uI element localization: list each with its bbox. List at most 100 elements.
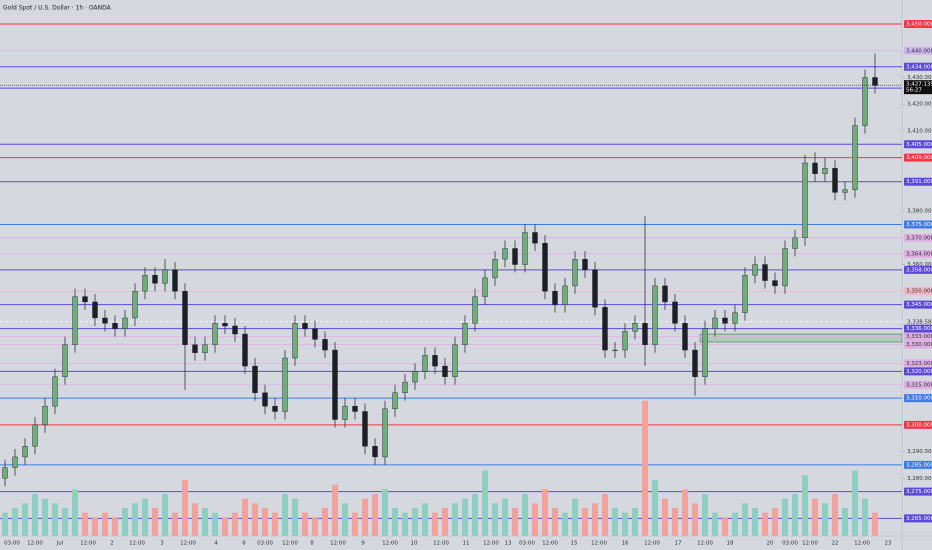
candle-body xyxy=(792,237,798,249)
volume-bar xyxy=(52,503,58,536)
candle-body xyxy=(852,125,858,190)
volume-bar xyxy=(132,503,138,536)
candle-body xyxy=(742,275,748,313)
candle-body xyxy=(822,168,828,174)
x-tick-label: 03:00 xyxy=(4,541,20,547)
x-tick-label: 20 xyxy=(767,541,774,547)
candle-body xyxy=(572,258,578,287)
x-tick-label: 03:00 xyxy=(257,541,273,547)
candle-body xyxy=(772,280,778,287)
volume-bar xyxy=(152,508,158,536)
candle-body xyxy=(192,344,198,353)
volume-bar xyxy=(272,512,278,536)
candle-body xyxy=(872,77,878,86)
candle-body xyxy=(802,162,808,239)
zone xyxy=(699,333,903,343)
candle-body xyxy=(122,317,128,329)
volume-bar xyxy=(102,512,108,536)
x-tick-label: 12:00 xyxy=(591,541,607,547)
level-label: 3,345.000 xyxy=(906,302,932,308)
x-tick-label: 3 xyxy=(160,541,164,547)
volume-bar xyxy=(732,512,738,536)
volume-bar xyxy=(592,503,598,536)
candle-body xyxy=(862,77,868,126)
volume-bar xyxy=(292,498,298,536)
volume-bar xyxy=(642,400,648,536)
x-tick-label: 12:00 xyxy=(854,541,870,547)
x-tick-label: 6 xyxy=(242,541,246,547)
volume-bar xyxy=(12,508,18,536)
volume-bar xyxy=(182,480,188,536)
candle-body xyxy=(452,344,458,377)
level-label: 3,265.000 xyxy=(906,516,932,522)
volume-bar xyxy=(462,498,468,536)
x-tick-label: 12:00 xyxy=(382,541,398,547)
volume-bar xyxy=(202,508,208,536)
volume-bar xyxy=(792,494,798,536)
level-label-bg xyxy=(904,394,932,403)
level-label-bg xyxy=(904,287,932,296)
candle-body xyxy=(332,349,338,420)
candle-body xyxy=(672,301,678,324)
candle-body xyxy=(402,381,408,393)
level-label: 3,400.000 xyxy=(906,155,932,161)
reference-label: 3,338.583 xyxy=(907,319,932,325)
level-label-bg xyxy=(904,420,932,429)
level-label: 3,330.000 xyxy=(906,342,932,348)
volume-bar xyxy=(262,508,268,536)
candle-body xyxy=(82,296,88,303)
level-label-bg xyxy=(904,140,932,149)
level-label-bg xyxy=(904,367,932,376)
level-label: 3,300.000 xyxy=(906,422,932,428)
volume-bar xyxy=(212,512,218,536)
volume-bar xyxy=(122,508,128,536)
volume-bar xyxy=(142,498,148,536)
volume-bar xyxy=(442,508,448,536)
level-label: 3,285.000 xyxy=(906,462,932,468)
candle-body xyxy=(662,285,668,303)
volume-bar xyxy=(2,512,8,536)
volume-bar xyxy=(552,508,558,536)
candle-body xyxy=(412,371,418,383)
volume-bar xyxy=(252,503,258,536)
volume-bar xyxy=(472,494,478,536)
volume-bar xyxy=(772,508,778,536)
candle-body xyxy=(22,446,28,458)
candle-body xyxy=(492,258,498,279)
candle-body xyxy=(692,349,698,377)
candle-body xyxy=(512,248,518,265)
level-label: 3,440.000 xyxy=(906,48,932,54)
countdown: 56:27 xyxy=(906,88,922,94)
volume-bar xyxy=(372,494,378,536)
volume-bar xyxy=(242,498,248,536)
candle-body xyxy=(382,408,388,458)
x-tick-label: 16 xyxy=(622,541,629,547)
candle-body xyxy=(92,301,98,319)
volume-bar xyxy=(22,503,28,536)
x-tick-label: 12:00 xyxy=(330,541,346,547)
x-tick-label: 12:00 xyxy=(697,541,713,547)
candle-body xyxy=(162,269,168,284)
volume-bar xyxy=(412,508,418,536)
candle-body xyxy=(212,323,218,345)
volume-bar xyxy=(652,480,658,536)
candle-body xyxy=(202,344,208,353)
level-label: 3,275.000 xyxy=(906,489,932,495)
volume-bar xyxy=(712,512,718,536)
candle-body xyxy=(562,285,568,305)
candle-body xyxy=(182,291,188,345)
candle-body xyxy=(392,392,398,410)
candle-body xyxy=(12,456,18,468)
candle-body xyxy=(272,405,278,412)
candle-body xyxy=(582,258,588,271)
candle-body xyxy=(682,323,688,351)
volume-bar xyxy=(602,494,608,536)
volume-bar xyxy=(342,503,348,536)
level-label-bg xyxy=(904,332,932,341)
level-label: 3,333.000 xyxy=(906,334,932,340)
volume-bar xyxy=(92,517,98,536)
candle-body xyxy=(642,323,648,345)
volume-bar xyxy=(112,517,118,536)
level-label-bg xyxy=(904,265,932,274)
